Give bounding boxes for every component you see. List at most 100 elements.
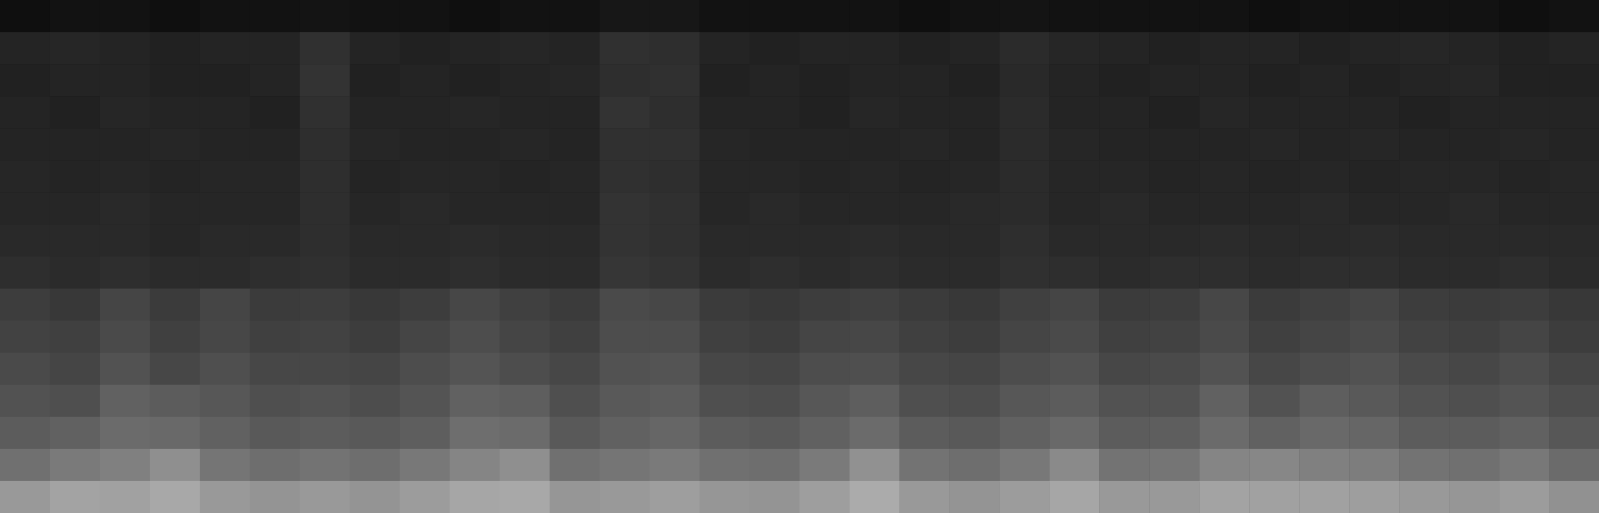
cell: [949, 257, 999, 290]
cell: [1449, 417, 1499, 450]
cell: [150, 64, 200, 97]
cell: [1549, 128, 1599, 161]
cell: [1099, 224, 1149, 257]
cell: [999, 96, 1049, 129]
cell: [600, 32, 650, 65]
cell: [500, 257, 550, 290]
cell: [800, 321, 850, 354]
cell: [899, 160, 949, 193]
cell: [700, 417, 750, 450]
cell: [150, 160, 200, 193]
cell: [500, 385, 550, 418]
cell: [50, 417, 100, 450]
cell: [1299, 160, 1349, 193]
cell: [350, 449, 400, 482]
cell: [550, 481, 600, 513]
cell: [849, 64, 899, 97]
cell: [300, 385, 350, 418]
cell: [300, 353, 350, 386]
cell: [999, 353, 1049, 386]
cell: [600, 128, 650, 161]
cell: [1099, 32, 1149, 65]
cell: [0, 64, 50, 97]
cell: [50, 0, 100, 33]
cell: [550, 353, 600, 386]
cell: [350, 224, 400, 257]
cell: [650, 289, 700, 322]
cell: [1099, 257, 1149, 290]
cell: [150, 96, 200, 129]
cell: [1199, 64, 1249, 97]
cell: [250, 32, 300, 65]
cell: [1549, 32, 1599, 65]
cell: [1149, 417, 1199, 450]
cell: [50, 160, 100, 193]
cell: [1049, 32, 1099, 65]
cell: [1049, 96, 1099, 129]
cell: [150, 481, 200, 513]
cell: [400, 64, 450, 97]
cell: [1449, 0, 1499, 33]
cell: [1049, 417, 1099, 450]
cell: [800, 96, 850, 129]
cell: [849, 224, 899, 257]
cell: [800, 0, 850, 33]
cell: [849, 449, 899, 482]
cell: [1349, 224, 1399, 257]
cell: [300, 417, 350, 450]
cell: [300, 289, 350, 322]
cell: [250, 224, 300, 257]
cell: [1199, 289, 1249, 322]
cell: [899, 321, 949, 354]
cell: [50, 64, 100, 97]
cell: [100, 449, 150, 482]
cell: [550, 449, 600, 482]
cell: [1449, 192, 1499, 225]
cell: [700, 192, 750, 225]
cell: [250, 481, 300, 513]
cell: [1449, 321, 1499, 354]
cell: [100, 128, 150, 161]
cell: [550, 160, 600, 193]
cell: [999, 257, 1049, 290]
cell: [750, 257, 800, 290]
cell: [1299, 321, 1349, 354]
cell: [1149, 481, 1199, 513]
cell: [849, 160, 899, 193]
cell: [1449, 96, 1499, 129]
cell: [1249, 96, 1299, 129]
cell: [1249, 257, 1299, 290]
cell: [100, 257, 150, 290]
cell: [350, 257, 400, 290]
cell: [1199, 128, 1249, 161]
cell: [1399, 321, 1449, 354]
cell: [1549, 0, 1599, 33]
cell: [750, 481, 800, 513]
cell: [1349, 257, 1399, 290]
cell: [1349, 32, 1399, 65]
cell: [899, 128, 949, 161]
cell: [849, 321, 899, 354]
cell: [1549, 224, 1599, 257]
cell: [949, 32, 999, 65]
cell: [899, 257, 949, 290]
cell: [1399, 64, 1449, 97]
cell: [949, 96, 999, 129]
cell: [849, 481, 899, 513]
cell: [350, 128, 400, 161]
cell: [800, 481, 850, 513]
cell: [1349, 192, 1399, 225]
cell: [750, 96, 800, 129]
cell: [500, 96, 550, 129]
cell: [800, 385, 850, 418]
cell: [949, 160, 999, 193]
cell: [1549, 321, 1599, 354]
cell: [849, 385, 899, 418]
cell: [350, 481, 400, 513]
cell: [250, 289, 300, 322]
cell: [500, 289, 550, 322]
cell: [50, 385, 100, 418]
cell: [1149, 64, 1199, 97]
spectrogram: [0, 0, 1599, 513]
cell: [750, 0, 800, 33]
